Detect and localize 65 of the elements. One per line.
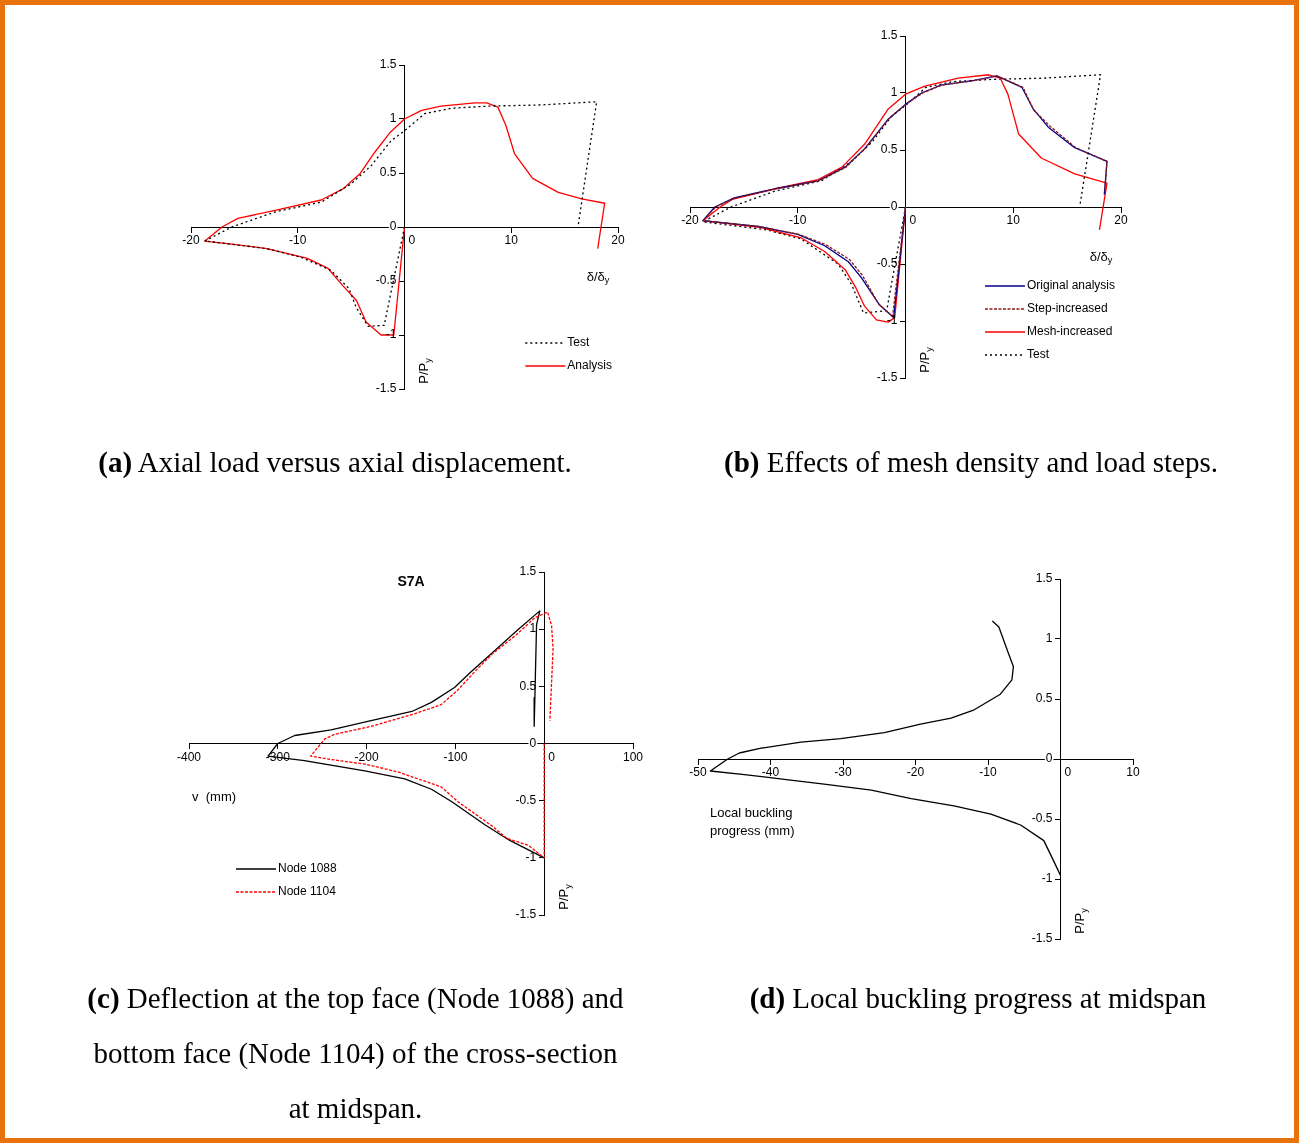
x-axis-title: Local buckling progress (mm) (710, 804, 795, 838)
y-tick-label: 1.5 (379, 57, 397, 72)
legend-label: Step-increased (1026, 301, 1108, 316)
x-tick-label: -200 (354, 749, 379, 764)
x-tick-label: -20 (906, 765, 925, 780)
x-tick-label: 0 (1064, 765, 1072, 780)
x-tick-label: 10 (504, 233, 519, 248)
y-tick-label: -0.5 (515, 792, 537, 807)
y-tick-label: -1.5 (515, 907, 537, 922)
x-tick-label: -20 (681, 213, 699, 228)
y-tick-label: -1.5 (876, 370, 898, 385)
x-tick-label: -10 (979, 765, 997, 780)
x-tick-label: -10 (789, 213, 807, 228)
y-axis-title: P/Py (1072, 907, 1089, 934)
x-tick-label: -40 (761, 765, 780, 780)
legend-label: Test (1026, 347, 1050, 362)
y-tick-label: -0.5 (375, 273, 397, 288)
y-tick-label: 0 (529, 735, 537, 750)
line-series (310, 611, 554, 859)
x-tick-label: 0 (408, 233, 416, 248)
x-tick-label: 20 (1114, 213, 1128, 228)
x-tick-label: -100 (443, 749, 468, 764)
y-axis-title: P/Py (917, 346, 934, 373)
legend-label: Node 1088 (278, 861, 338, 876)
text: (b) Effects of mesh density and load steps. (724, 446, 1218, 478)
y-tick-label: -1.5 (375, 381, 397, 396)
legend-label: Original analysis (1026, 278, 1116, 293)
text: (c) Deflection at the top face (Node 1088) and bottom face (Node 1104) of the cross-section at midspan. (87, 982, 624, 1124)
x-tick-label: 10 (1126, 765, 1140, 780)
legend-label: Node 1104 (278, 884, 337, 899)
text: (d) Local buckling progress at midspan (749, 982, 1207, 1014)
x-tick-label: -30 (834, 765, 852, 780)
legend-label: Analysis (567, 358, 612, 373)
text: (a) Axial load versus axial displacement. (98, 446, 572, 478)
legend-label: Test (567, 335, 590, 350)
y-tick-label: 1.5 (519, 564, 537, 579)
y-tick-label: 0.5 (880, 142, 898, 157)
x-axis-title: v (mm) (192, 789, 237, 805)
x-tick-label: 20 (611, 233, 625, 248)
y-tick-label: 1 (890, 85, 898, 100)
y-tick-label: 0.5 (1035, 691, 1053, 706)
y-axis-title: P/Py (416, 357, 433, 384)
x-tick-label: -10 (289, 233, 307, 248)
x-tick-label: -20 (182, 233, 200, 248)
y-tick-label: -1.5 (1031, 931, 1053, 946)
y-tick-label: 1 (1045, 631, 1053, 646)
x-tick-label: -400 (176, 749, 202, 764)
chart-title: S7A (397, 572, 425, 589)
y-tick-label: -0.5 (876, 256, 898, 271)
y-axis-title: P/Py (555, 883, 573, 910)
x-tick-label: -50 (689, 765, 707, 780)
y-tick-label: -1 (1041, 871, 1053, 886)
x-tick-label: 10 (1006, 213, 1021, 228)
x-tick-label: 0 (548, 749, 556, 764)
y-tick-label: -0.5 (1031, 811, 1053, 826)
y-tick-label: 0 (890, 199, 898, 214)
y-tick-label: -1 (525, 850, 537, 865)
legend-label: Mesh-increased (1026, 324, 1113, 339)
y-tick-label: 1 (389, 111, 397, 126)
x-tick-label: 100 (622, 749, 644, 764)
y-tick-label: 1.5 (1035, 571, 1053, 586)
y-tick-label: 1.5 (880, 28, 898, 43)
x-tick-label: 0 (909, 213, 917, 228)
y-tick-label: 0.5 (379, 165, 397, 180)
y-tick-label: 1 (529, 621, 537, 636)
